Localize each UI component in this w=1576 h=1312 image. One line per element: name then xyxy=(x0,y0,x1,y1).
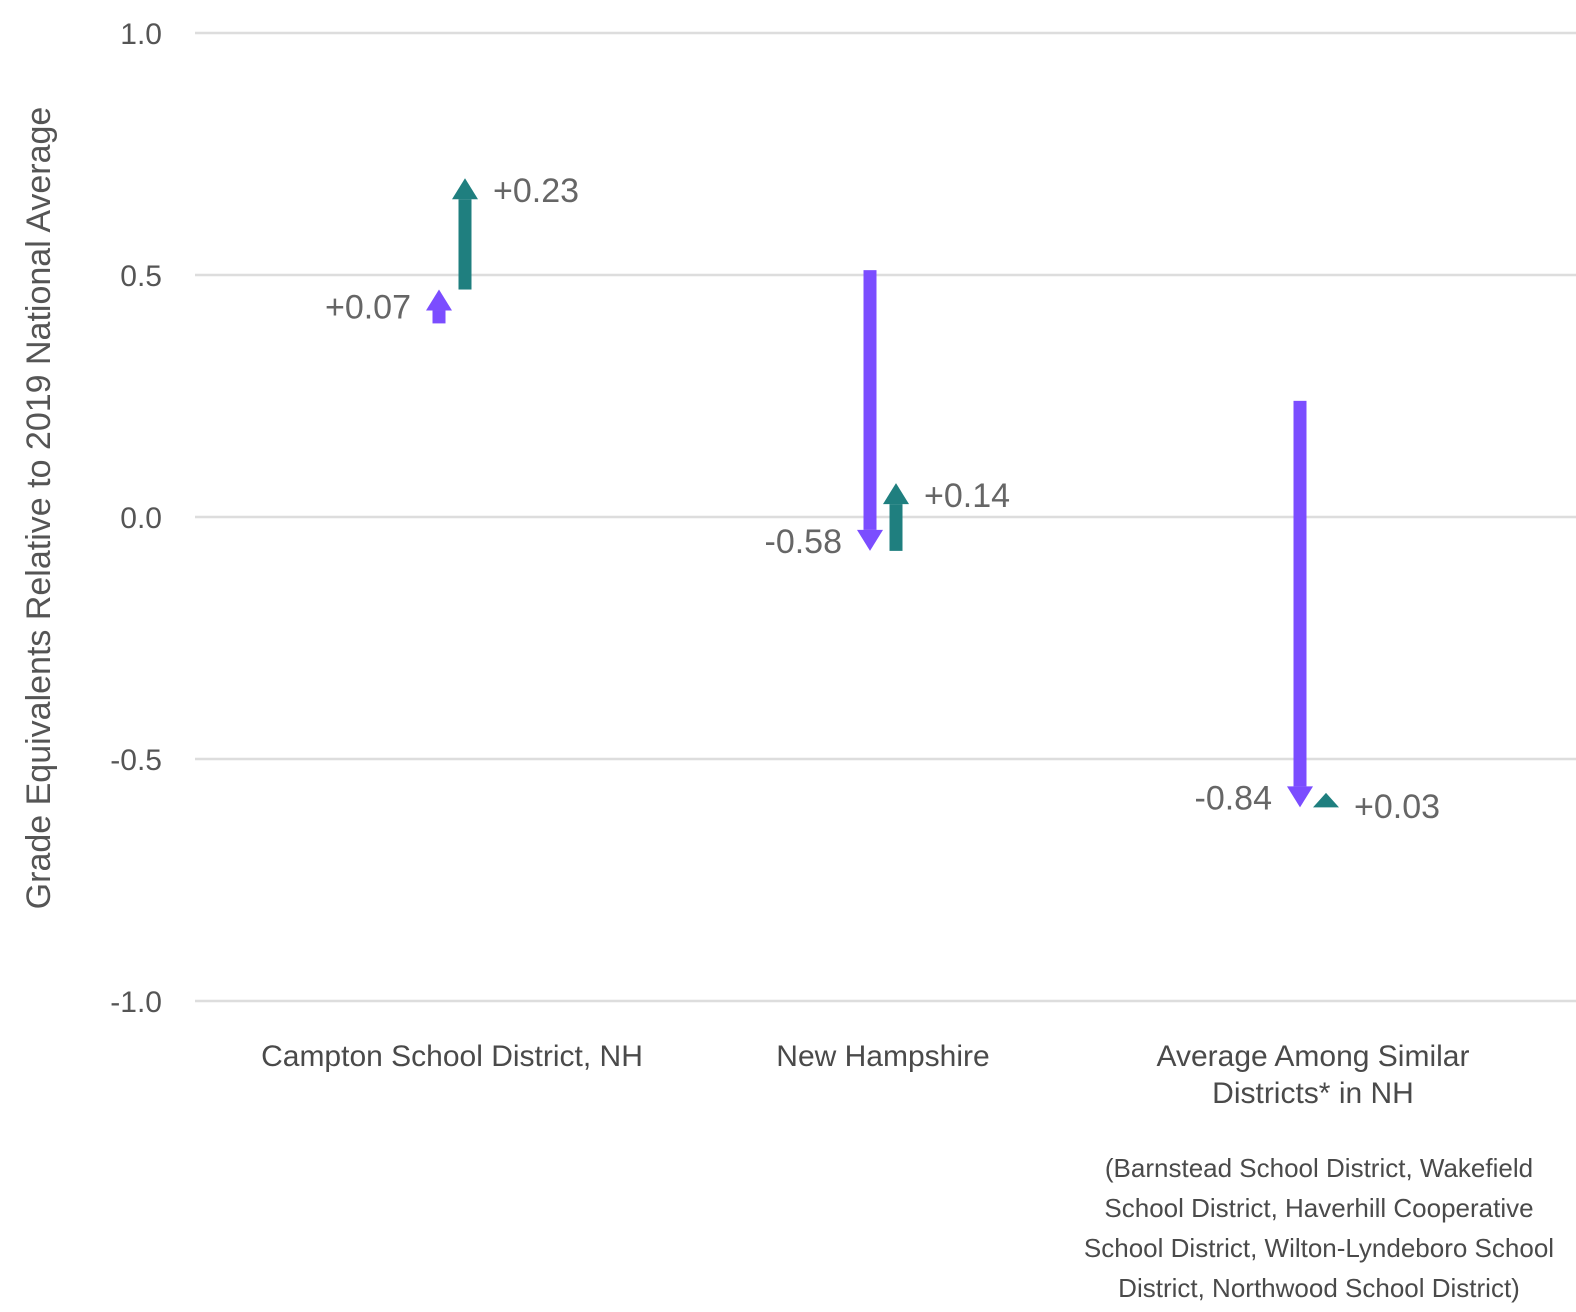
category-label: Campton School District, NH xyxy=(261,1040,643,1073)
y-tick-label: -0.5 xyxy=(110,744,162,777)
arrows: +0.07 +0.23 -0.58 +0.14 -0.84 +0.03 xyxy=(325,172,1440,826)
first-change-arrow-shaft xyxy=(1293,400,1307,787)
first-change-arrow xyxy=(857,270,883,551)
first-change-arrow-head xyxy=(1287,786,1313,808)
second-change-label: +0.03 xyxy=(1354,788,1440,826)
first-change-label: -0.58 xyxy=(765,523,843,561)
second-change-arrow-shaft xyxy=(458,199,472,290)
second-change-arrow xyxy=(883,483,909,551)
second-change-arrow-head xyxy=(1313,792,1339,808)
first-change-arrow-head xyxy=(857,529,883,551)
category-label: New Hampshire xyxy=(776,1040,989,1073)
category-note: School District, Wilton-Lyndeboro School xyxy=(1084,1233,1554,1263)
first-change-arrow xyxy=(426,289,452,324)
y-tick-label: 0.0 xyxy=(120,502,162,535)
y-tick-label: 0.5 xyxy=(120,260,162,293)
y-tick-label: -1.0 xyxy=(110,986,162,1019)
first-change-arrow-head xyxy=(426,289,452,311)
first-change-arrow-shaft xyxy=(432,310,446,324)
second-change-arrow xyxy=(1313,792,1339,808)
second-change-arrow-head xyxy=(452,178,478,200)
gridlines xyxy=(195,31,1576,1003)
second-change-label: +0.23 xyxy=(493,172,579,210)
second-change-arrow-head xyxy=(883,483,909,505)
first-change-arrow xyxy=(1287,400,1313,808)
second-change-label: +0.14 xyxy=(924,477,1010,515)
category-note: School District, Haverhill Cooperative xyxy=(1104,1193,1533,1223)
category-label: Average Among Similar xyxy=(1157,1040,1470,1073)
second-change-arrow-shaft xyxy=(889,504,903,551)
category-note: District, Northwood School District) xyxy=(1118,1273,1520,1303)
y-axis-label: Grade Equivalents Relative to 2019 Natio… xyxy=(20,107,58,910)
first-change-label: +0.07 xyxy=(325,288,411,326)
first-change-label: -0.84 xyxy=(1195,779,1273,817)
y-axis-ticks: 1.0 0.5 0.0 -0.5 -1.0 xyxy=(110,18,162,1019)
first-change-arrow-shaft xyxy=(863,270,877,530)
y-tick-label: 1.0 xyxy=(120,18,162,51)
category-note: (Barnstead School District, Wakefield xyxy=(1105,1153,1533,1183)
second-change-arrow xyxy=(452,178,478,290)
category-label: Districts* in NH xyxy=(1212,1077,1414,1110)
category-labels: Campton School District, NH New Hampshire… xyxy=(261,1040,1554,1303)
